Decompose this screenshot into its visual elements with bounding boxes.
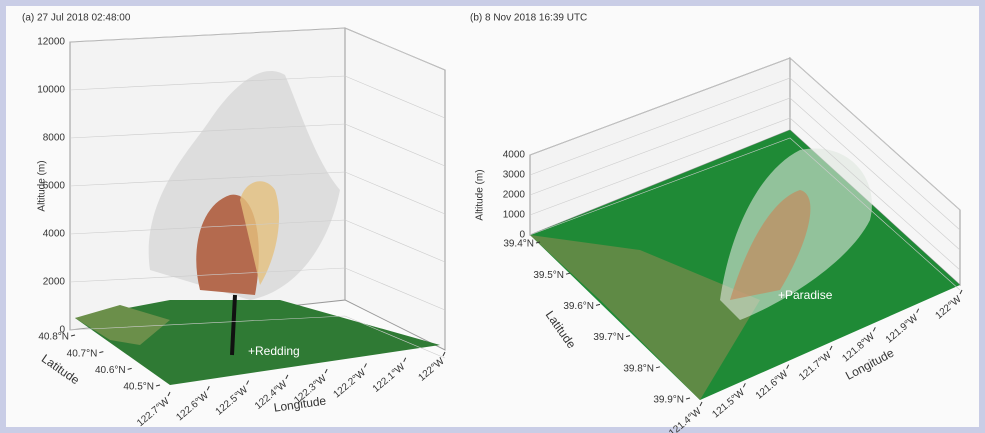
plume-core-outer	[240, 181, 280, 285]
panel-title: (b) 8 Nov 2018 16:39 UTC	[470, 13, 587, 24]
tick-mark	[99, 351, 104, 354]
grid-line	[529, 97, 961, 251]
grid-line	[69, 123, 446, 167]
grid-line	[69, 27, 446, 71]
tick-mark	[535, 241, 541, 244]
tick-mark	[959, 289, 963, 295]
pyrocumulus-column	[230, 294, 237, 356]
smoke-plume	[148, 71, 340, 300]
grid-line	[69, 315, 446, 359]
tick-mark	[565, 272, 571, 275]
grid-line	[529, 57, 961, 211]
z-axis-label: Altitude (m)	[475, 169, 486, 220]
z-tick-label: 10000	[37, 85, 65, 96]
y-tick-label: 39.7°N	[593, 332, 624, 343]
side-wall	[344, 27, 446, 351]
grid-line	[69, 267, 446, 311]
y-tick-label: 39.9°N	[653, 395, 684, 406]
y-tick-label: 40.5°N	[123, 382, 154, 393]
z-tick-label: 4000	[503, 150, 526, 161]
z-tick-label: 0	[59, 325, 65, 336]
y-tick-label: 39.4°N	[503, 239, 534, 250]
y-tick-label: 40.7°N	[67, 348, 98, 359]
tick-mark	[363, 363, 367, 368]
place-annotation: +Paradise	[778, 288, 833, 302]
y-tick-label: 39.6°N	[563, 301, 594, 312]
place-annotation: +Redding	[248, 344, 300, 358]
tick-mark	[167, 391, 171, 397]
z-tick-label: 1000	[503, 210, 526, 221]
grid-line	[69, 171, 446, 215]
z-tick-label: 0	[519, 230, 525, 241]
z-tick-label: 2000	[503, 190, 526, 201]
tick-mark	[595, 303, 601, 306]
z-tick-label: 4000	[43, 229, 66, 240]
plume-core	[730, 190, 811, 300]
y-tick-label: 40.8°N	[38, 332, 69, 343]
tick-mark	[324, 368, 328, 374]
terrain-ridge	[75, 305, 170, 345]
grid-line	[529, 117, 961, 271]
grid-line	[529, 77, 961, 231]
y-tick-label: 39.8°N	[623, 363, 654, 374]
z-tick-label: 2000	[43, 277, 66, 288]
z-axis-label: Altitude (m)	[37, 160, 48, 211]
terrain-ridge	[530, 235, 760, 400]
z-tick-label: 12000	[37, 37, 65, 48]
y-tick-label: 39.5°N	[533, 270, 564, 281]
tick-mark	[699, 401, 703, 407]
tick-mark	[155, 384, 161, 387]
tick-mark	[872, 327, 876, 332]
grid-line	[69, 75, 446, 119]
tick-mark	[285, 374, 289, 380]
tick-mark	[625, 335, 631, 338]
tick-mark	[786, 364, 790, 369]
z-tick-label: 8000	[43, 133, 66, 144]
grid-line	[529, 137, 961, 291]
tick-mark	[127, 367, 132, 370]
tick-mark	[246, 380, 250, 385]
y-tick-label: 40.6°N	[95, 365, 126, 376]
tick-mark	[206, 386, 210, 391]
panel-title: (a) 27 Jul 2018 02:48:00	[22, 13, 131, 24]
grid-line	[69, 219, 446, 263]
tick-mark	[70, 334, 76, 337]
tick-mark	[742, 383, 746, 388]
tick-mark	[655, 366, 661, 369]
tick-mark	[685, 397, 691, 400]
tick-mark	[403, 357, 407, 362]
z-tick-label: 3000	[503, 170, 526, 181]
tick-mark	[916, 308, 920, 313]
z-tick-label: 6000	[43, 181, 66, 192]
plume-core	[196, 194, 259, 295]
tick-mark	[442, 351, 446, 357]
tick-mark	[829, 345, 833, 351]
